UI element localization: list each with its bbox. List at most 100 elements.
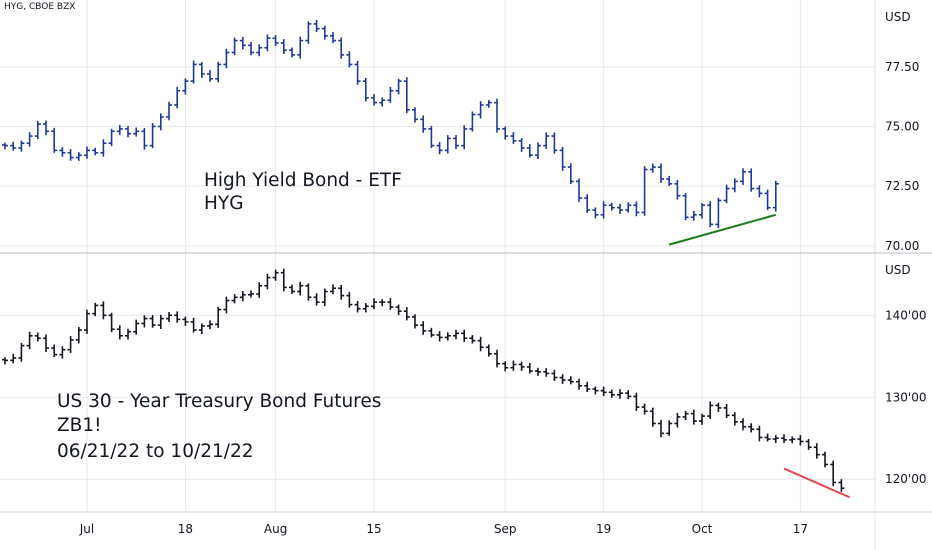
hyg-ohlc-bar bbox=[559, 147, 566, 171]
zb-ohlc-bar bbox=[231, 294, 238, 304]
zb-ohlc-bar bbox=[723, 403, 730, 419]
hyg-ohlc-bar bbox=[264, 34, 271, 52]
hyg-ohlc-bar bbox=[387, 86, 394, 103]
zb-ohlc-bar bbox=[289, 284, 295, 294]
zb-ohlc-bar bbox=[379, 299, 386, 307]
hyg-ohlc-bar bbox=[461, 125, 468, 150]
zb-ohlc-bar bbox=[313, 293, 320, 306]
zb-ohlc-bar bbox=[190, 317, 197, 333]
zb-ohlc-bar bbox=[666, 420, 673, 436]
hyg-title-annotation: High Yield Bond - ETF bbox=[204, 170, 402, 191]
zb-ohlc-bar bbox=[84, 309, 90, 334]
hyg-ohlc-bar bbox=[764, 189, 771, 211]
hyg-ohlc-bar bbox=[51, 127, 58, 153]
grid-layer bbox=[0, 0, 875, 512]
zb-ohlc-bar bbox=[551, 369, 558, 382]
hyg-ohlc-bar bbox=[346, 51, 353, 68]
hyg-ohlc-bar bbox=[92, 147, 99, 156]
zb-ohlc-bar bbox=[256, 282, 263, 298]
hyg-ohlc-bar bbox=[149, 122, 156, 149]
zb-ohlc-bar bbox=[51, 344, 58, 358]
zb-ohlc-bar bbox=[100, 301, 107, 320]
zb-ohlc-bar bbox=[362, 302, 369, 313]
zb-currency-label: USD bbox=[885, 263, 911, 277]
hyg-ohlc-bar bbox=[502, 126, 509, 140]
hyg-ohlc-bar bbox=[26, 132, 33, 147]
x-tick-label: 15 bbox=[366, 522, 381, 536]
x-tick-label: Jul bbox=[79, 522, 94, 536]
zb-ohlc-bar bbox=[10, 353, 17, 364]
hyg-ohlc-bar bbox=[715, 197, 722, 229]
zb-ohlc-bar bbox=[789, 436, 796, 444]
zb-ohlc-bar bbox=[198, 323, 205, 335]
hyg-ohlc-bar bbox=[674, 179, 681, 200]
zb-ohlc-bar bbox=[18, 342, 25, 362]
zb-ohlc-bar bbox=[699, 413, 705, 425]
zb-pane: 140'00 130'00 120'00 USD bbox=[2, 263, 926, 499]
hyg-ohlc-bar bbox=[592, 207, 599, 219]
hyg-ohlc-bar bbox=[256, 44, 263, 57]
hyg-ohlc-bar bbox=[371, 94, 377, 106]
hyg-ohlc-bar bbox=[198, 62, 205, 78]
zb-ohlc-bar bbox=[748, 423, 755, 433]
hyg-ohlc-bar bbox=[444, 135, 451, 154]
zb-ohlc-bar bbox=[272, 269, 279, 281]
zb-ohlc-bar bbox=[772, 435, 779, 444]
hyg-ohlc-bar bbox=[772, 180, 779, 212]
x-tick-label: Aug bbox=[264, 522, 287, 536]
zb-ohlc-bar bbox=[633, 392, 640, 411]
hyg-ohlc-bar bbox=[412, 107, 418, 123]
zb-ohlc-bar bbox=[108, 312, 115, 333]
zb-ohlc-bar bbox=[346, 291, 353, 308]
x-axis: Jul 18 Aug 15 Sep 19 Oct 17 bbox=[79, 522, 808, 536]
zb-ohlc-bar bbox=[387, 298, 394, 310]
hyg-ohlc-bar bbox=[723, 184, 730, 204]
zb-ohlc-bar bbox=[92, 302, 99, 317]
hyg-trendline bbox=[668, 213, 777, 246]
symbol-label: HYG, CBOE BZX bbox=[4, 2, 76, 12]
zb-ohlc-bar bbox=[592, 386, 599, 395]
zb-trendline bbox=[783, 467, 851, 499]
hyg-ohlc-bar bbox=[133, 127, 140, 137]
hyg-ohlc-bar bbox=[707, 201, 714, 228]
zb-ohlc-bar bbox=[174, 311, 181, 323]
hyg-ohlc-bar bbox=[18, 140, 25, 152]
zb-ohlc-bar bbox=[805, 438, 812, 450]
hyg-ohlc-bar bbox=[2, 142, 8, 150]
zb-ticker-annotation: ZB1! bbox=[57, 415, 102, 436]
zb-ohlc-bar bbox=[494, 349, 500, 368]
zb-ohlc-bar bbox=[354, 301, 361, 313]
zb-ohlc-bar bbox=[395, 304, 402, 316]
hyg-ohlc-bar bbox=[617, 203, 623, 214]
zb-ohlc-bar bbox=[822, 451, 828, 468]
zb-ohlc-bar bbox=[461, 329, 468, 343]
zb-ohlc-bar bbox=[59, 346, 66, 359]
hyg-ohlc-bar bbox=[116, 124, 123, 135]
hyg-ohlc-bar bbox=[362, 77, 369, 102]
zb-ohlc-bar bbox=[207, 320, 213, 330]
hyg-currency-label: USD bbox=[885, 10, 911, 24]
zb-ohlc-bar bbox=[248, 290, 254, 298]
zb-ohlc-bar bbox=[182, 316, 189, 326]
zb-ohlc-bar bbox=[43, 334, 49, 353]
hyg-ohlc-bar bbox=[403, 77, 410, 114]
zb-ohlc-bar bbox=[305, 283, 312, 301]
zb-ohlc-bar bbox=[330, 284, 336, 295]
hyg-ohlc-bar bbox=[477, 101, 484, 119]
zb-ohlc-bar bbox=[149, 314, 156, 328]
zb-ohlc-bar bbox=[674, 413, 681, 428]
zb-ohlc-bar bbox=[444, 332, 451, 341]
x-tick-label: Oct bbox=[692, 522, 713, 536]
zb-ohlc-bar bbox=[584, 381, 591, 393]
zb-y-tick-label: 140'00 bbox=[885, 308, 926, 322]
hyg-ohlc-bar bbox=[740, 168, 746, 185]
zb-ohlc-bar bbox=[215, 306, 222, 328]
hyg-ohlc-bar bbox=[600, 201, 607, 219]
zb-ohlc-bar bbox=[600, 386, 607, 397]
hyg-ohlc-bar bbox=[625, 202, 632, 213]
x-tick-label: Sep bbox=[494, 522, 517, 536]
hyg-ohlc-bar bbox=[608, 202, 615, 211]
zb-ohlc-bar bbox=[658, 419, 664, 438]
